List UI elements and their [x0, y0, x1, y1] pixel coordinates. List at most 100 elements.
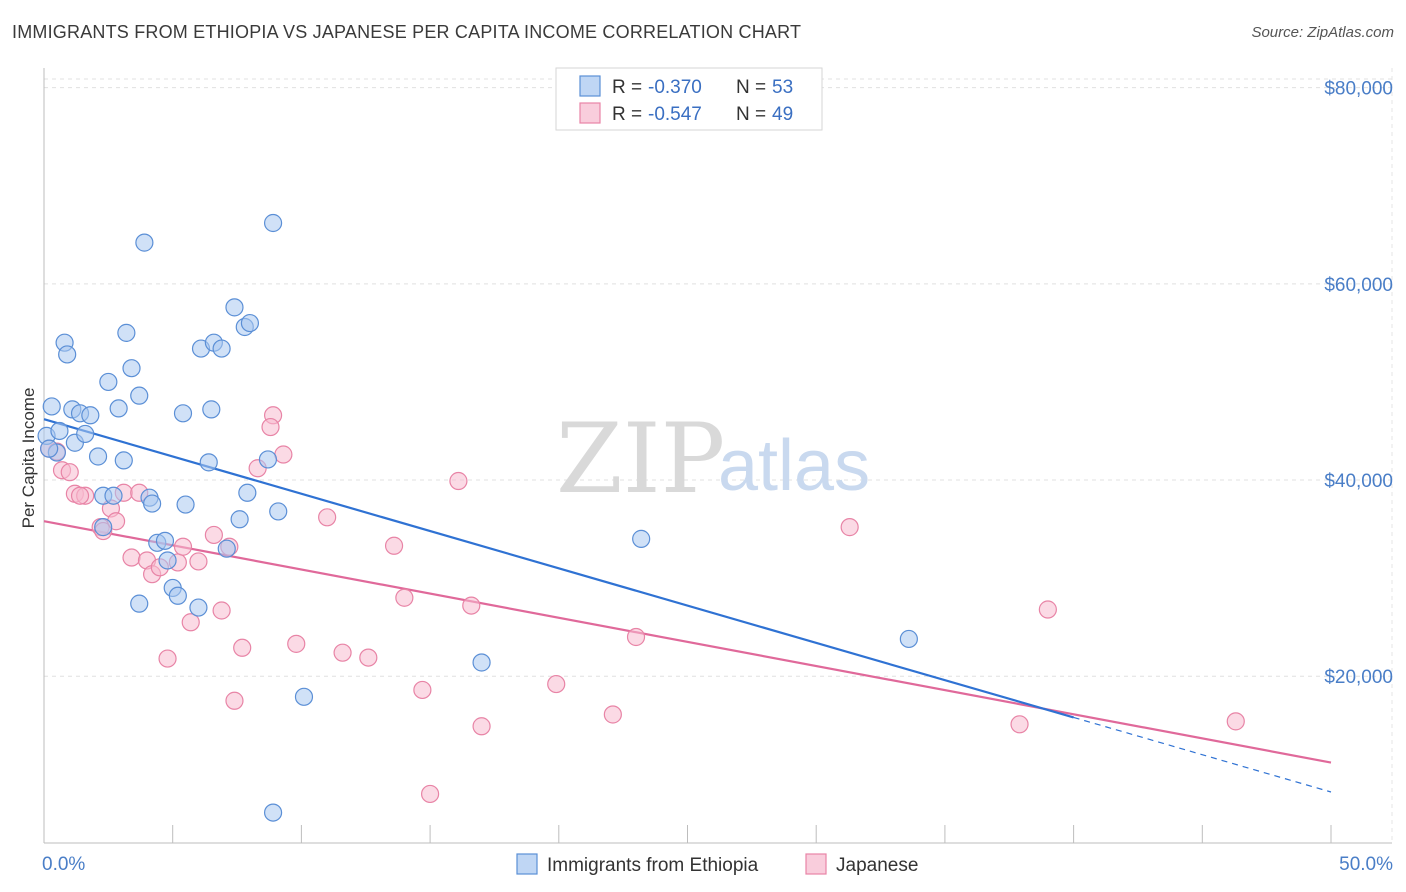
point-ethiopia-17 — [117, 323, 136, 342]
point-japanese-35 — [395, 588, 414, 607]
y-tick-label-80000: $80,000 — [1324, 79, 1393, 100]
point-japanese-3 — [60, 463, 79, 482]
point-ethiopia-19 — [130, 386, 149, 405]
point-japanese-37 — [421, 784, 440, 804]
point-ethiopia-9 — [76, 424, 95, 444]
point-japanese-21 — [204, 525, 223, 545]
bottom-legend-swatch-ethiopia — [516, 853, 538, 875]
legend-swatch-ethiopia — [579, 75, 601, 97]
point-ethiopia-26 — [158, 551, 177, 570]
legend-r-value-0: -0.370 — [648, 77, 702, 98]
source-label: Source: ZipAtlas.com — [1251, 24, 1394, 41]
grid-lines — [44, 78, 1392, 677]
point-ethiopia-20 — [135, 233, 154, 252]
point-ethiopia-44 — [263, 213, 283, 233]
series-legend: Immigrants from Ethiopia Japanese — [516, 853, 918, 876]
point-japanese-32 — [333, 643, 352, 662]
point-ethiopia-29 — [173, 404, 193, 423]
point-ethiopia-34 — [202, 400, 221, 419]
point-japanese-24 — [225, 691, 244, 710]
point-ethiopia-50 — [632, 529, 651, 548]
watermark-zip: ZIP — [556, 403, 725, 515]
point-japanese-40 — [472, 717, 491, 736]
y-tick-labels: $20,000 $40,000 $60,000 $80,000 — [1324, 79, 1393, 689]
point-japanese-20 — [189, 552, 208, 571]
trend-lines — [43, 418, 1332, 793]
trend-line-ethiopia-extension — [1073, 716, 1332, 793]
point-ethiopia-33 — [199, 453, 218, 472]
point-japanese-31 — [318, 508, 337, 527]
legend-r-label-1: R = — [612, 104, 642, 125]
point-ethiopia-16 — [114, 451, 133, 470]
point-japanese-18 — [173, 537, 193, 556]
point-ethiopia-5 — [58, 345, 77, 364]
y-axis-label: Per Capita Income — [19, 388, 38, 529]
x-tick-label-50: 50.0% — [1339, 854, 1393, 875]
point-japanese-47 — [1226, 712, 1245, 731]
point-ethiopia-46 — [294, 687, 314, 706]
point-ethiopia-41 — [238, 483, 257, 502]
bottom-legend-ethiopia: Immigrants from Ethiopia — [547, 855, 759, 876]
y-tick-label-40000: $40,000 — [1324, 471, 1393, 492]
point-ethiopia-13 — [99, 372, 118, 392]
legend-r-value-1: -0.547 — [648, 104, 702, 125]
trend-line-ethiopia — [43, 418, 1074, 719]
point-ethiopia-51 — [899, 629, 918, 649]
point-japanese-48 — [70, 486, 90, 505]
point-japanese-33 — [359, 648, 378, 667]
point-ethiopia-39 — [230, 510, 249, 529]
point-ethiopia-14 — [104, 486, 123, 505]
point-japanese-11 — [122, 548, 141, 567]
point-japanese-25 — [233, 638, 252, 657]
point-japanese-28 — [261, 417, 280, 437]
point-ethiopia-37 — [217, 539, 236, 558]
point-japanese-19 — [181, 613, 200, 632]
point-japanese-30 — [287, 634, 306, 653]
bottom-legend-japanese: Japanese — [836, 855, 918, 876]
legend-swatch-japanese — [579, 102, 601, 124]
point-japanese-38 — [449, 471, 468, 491]
point-ethiopia-38 — [225, 298, 244, 317]
point-japanese-34 — [384, 536, 404, 555]
point-japanese-45 — [1010, 715, 1029, 734]
point-japanese-29 — [274, 445, 293, 464]
legend-n-label-1: N = — [736, 104, 766, 125]
point-ethiopia-47 — [263, 803, 283, 822]
watermark-atlas: atlas — [718, 426, 870, 506]
point-japanese-42 — [603, 705, 622, 724]
point-ethiopia-45 — [269, 502, 288, 521]
chart-title: IMMIGRANTS FROM ETHIOPIA VS JAPANESE PER… — [12, 22, 802, 42]
point-japanese-36 — [413, 680, 432, 700]
y-tick-label-60000: $60,000 — [1324, 275, 1393, 296]
bottom-legend-swatch-japanese — [805, 853, 827, 875]
point-ethiopia-30 — [176, 495, 195, 514]
point-ethiopia-11 — [88, 447, 108, 466]
point-japanese-44 — [840, 518, 859, 537]
data-points — [37, 213, 1245, 822]
legend-r-label-0: R = — [612, 77, 642, 98]
point-ethiopia-1 — [42, 397, 61, 416]
point-japanese-22 — [212, 601, 231, 620]
point-ethiopia-22 — [143, 494, 162, 513]
x-tick-labels: 0.0% 50.0% — [42, 854, 1393, 875]
point-ethiopia-15 — [109, 399, 128, 418]
point-ethiopia-36 — [212, 339, 231, 358]
watermark: ZIP atlas — [556, 403, 870, 515]
point-ethiopia-48 — [94, 518, 113, 537]
point-ethiopia-52 — [40, 439, 59, 458]
point-japanese-43 — [626, 627, 646, 647]
point-japanese-41 — [547, 674, 566, 694]
point-ethiopia-10 — [81, 406, 100, 425]
point-ethiopia-49 — [472, 653, 491, 672]
point-japanese-46 — [1038, 600, 1057, 619]
point-ethiopia-24 — [155, 531, 175, 550]
legend-n-value-1: 49 — [772, 104, 793, 125]
point-ethiopia-43 — [258, 450, 278, 469]
correlation-legend: R = -0.370 N = 53 R = -0.547 N = 49 — [555, 67, 823, 131]
point-ethiopia-25 — [130, 594, 149, 613]
point-japanese-39 — [462, 596, 481, 615]
y-tick-label-20000: $20,000 — [1324, 667, 1393, 688]
point-ethiopia-18 — [122, 359, 141, 378]
trend-line-japanese — [43, 520, 1332, 764]
